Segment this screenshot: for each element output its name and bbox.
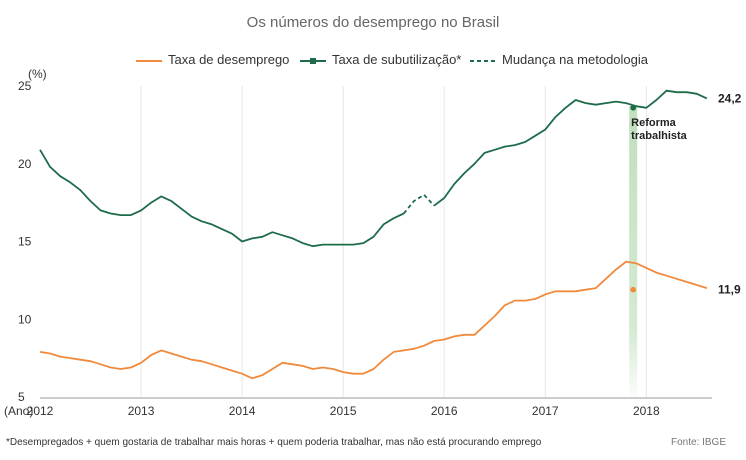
legend-item-desemprego: Taxa de desemprego bbox=[136, 52, 289, 67]
y-tick-label-10: 10 bbox=[18, 312, 32, 326]
legend-label-metodologia: Mudança na metodologia bbox=[502, 52, 648, 67]
end-label-0: 24,2 bbox=[718, 91, 742, 105]
legend-label-subutilizacao: Taxa de subutilização* bbox=[332, 52, 462, 67]
highlight-band bbox=[629, 106, 638, 405]
source-note: Fonte: IBGE bbox=[670, 437, 726, 448]
highlight-band-layer bbox=[629, 106, 638, 405]
x-tick-label-2013: 2013 bbox=[128, 404, 155, 418]
x-tick-label-2018: 2018 bbox=[633, 404, 660, 418]
legend-item-metodologia: Mudança na metodologia bbox=[470, 52, 648, 67]
x-tick-label-2012: 2012 bbox=[27, 404, 54, 418]
chart-title: Os números do desemprego no Brasil bbox=[246, 14, 500, 31]
legend-item-subutilizacao: Taxa de subutilização* bbox=[300, 52, 461, 67]
marker-1 bbox=[630, 286, 636, 293]
grid bbox=[140, 86, 647, 397]
legend-swatch-desemprego bbox=[136, 59, 162, 62]
series-line-subutilizacao-dashed-1 bbox=[403, 193, 435, 215]
axes: 5 10 15 20 25(%) (Ano)2012 2013 2014 2015 2016 201… bbox=[4, 67, 712, 418]
legend-label-desemprego: Taxa de desemprego bbox=[168, 52, 290, 67]
legend-swatch-metodologia bbox=[470, 59, 496, 62]
y-tick-label-5: 5 bbox=[18, 390, 25, 404]
y-tick-label-25: 25 bbox=[18, 79, 32, 93]
series-line-subutilizacao-solid-2 bbox=[433, 89, 708, 207]
end-label-1: 11,9 bbox=[718, 283, 741, 297]
x-tick-label-2014: 2014 bbox=[229, 404, 256, 418]
series-line-desemprego bbox=[39, 260, 708, 380]
legend: Taxa de desemprego Taxa de subutilização… bbox=[0, 52, 746, 72]
markers-layer bbox=[630, 104, 636, 293]
x-tick-label-2015: 2015 bbox=[330, 404, 357, 418]
annotation-line-1: trabalhista bbox=[631, 130, 688, 142]
footnote: *Desempregados + quem gostaria de trabal… bbox=[6, 437, 542, 448]
y-tick-label-15: 15 bbox=[18, 235, 32, 249]
marker-0 bbox=[630, 104, 636, 111]
y-tick-label-20: 20 bbox=[18, 157, 32, 171]
series-line-subutilizacao-solid-0 bbox=[39, 149, 405, 248]
x-axis-label: (Ano) bbox=[4, 404, 33, 418]
x-tick-label-2017: 2017 bbox=[532, 404, 559, 418]
legend-swatch-subutilizacao bbox=[300, 57, 326, 64]
y-axis-label: (%) bbox=[28, 67, 47, 81]
series-layer bbox=[39, 89, 708, 380]
x-tick-label-2016: 2016 bbox=[431, 404, 458, 418]
line-chart: 5 10 15 20 25(%) (Ano)2012 2013 2014 2015 2016 201… bbox=[4, 67, 742, 418]
annotation-line-0: Reforma bbox=[631, 117, 677, 129]
